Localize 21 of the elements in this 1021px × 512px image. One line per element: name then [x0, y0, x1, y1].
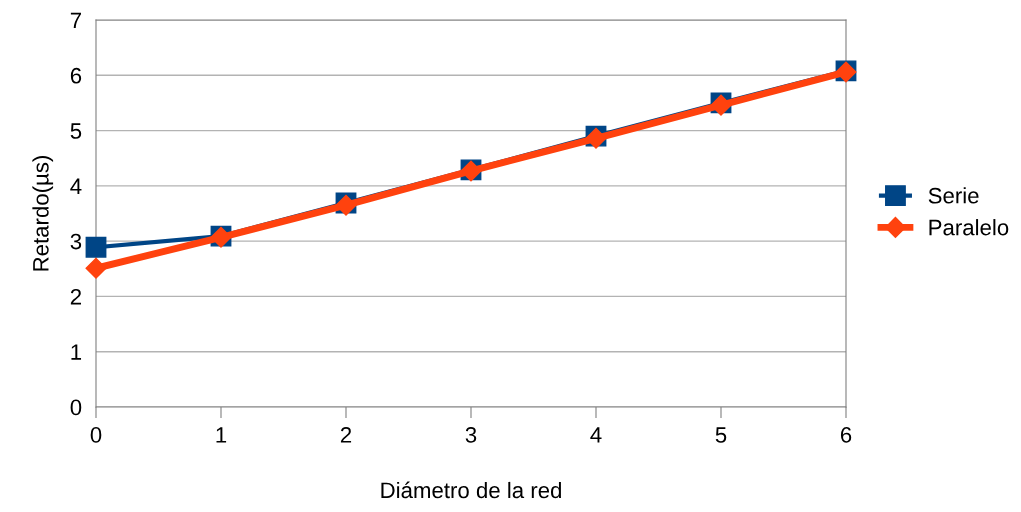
y-tick-label: 4: [70, 178, 82, 194]
x-axis-title: Diámetro de la red: [381, 481, 561, 499]
x-tick-label: 3: [465, 427, 477, 443]
point: [85, 236, 107, 258]
x-tick-label: 2: [340, 427, 352, 443]
y-axis-title: Retardo(µs): [32, 155, 54, 271]
y-tick-label: 2: [70, 288, 81, 305]
y-tick-label: 5: [70, 123, 82, 139]
y-tick-label: 0: [70, 399, 82, 416]
legend-label: Serie: [928, 187, 979, 204]
x-tick-label: 1: [216, 427, 227, 443]
point: [85, 257, 107, 279]
x-tick-label: 0: [90, 427, 102, 443]
y-tick-label: 1: [71, 344, 82, 360]
y-tick-label: 6: [70, 67, 82, 84]
y-tick-label: 7: [70, 12, 81, 29]
y-tick-label: 3: [70, 233, 82, 250]
x-tick-label: 5: [715, 427, 727, 443]
x-tick-label: 4: [590, 427, 602, 443]
legend-label: Paralelo: [929, 219, 1009, 236]
x-tick-label: 6: [840, 427, 852, 443]
